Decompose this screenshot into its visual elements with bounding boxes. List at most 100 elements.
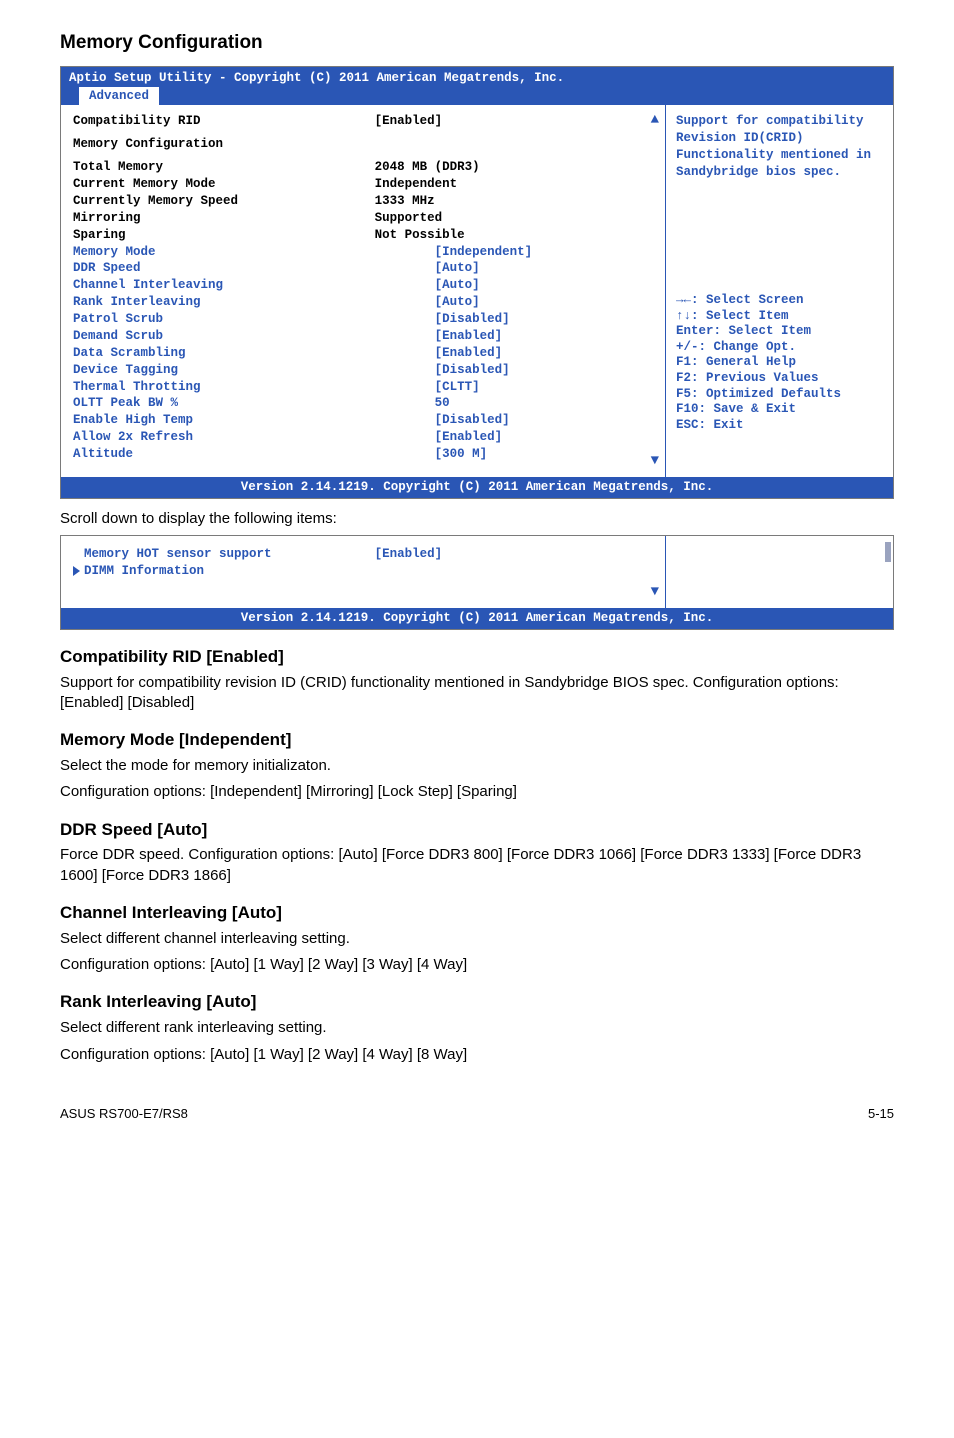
- bios-key-line: F5: Optimized Defaults: [676, 387, 885, 403]
- bios-key-line: F2: Previous Values: [676, 371, 885, 387]
- submenu-icon: [73, 566, 80, 576]
- bios-row-value: Independent: [375, 176, 653, 193]
- bios-row-value: [Disabled]: [375, 362, 653, 379]
- bios-row-label: DDR Speed: [73, 260, 375, 277]
- bios-row-label: Channel Interleaving: [73, 277, 375, 294]
- bios-row-value: 1333 MHz: [375, 193, 653, 210]
- bios-row-label: Mirroring: [73, 210, 375, 227]
- bios-row: Patrol Scrub[Disabled]: [73, 311, 653, 328]
- bios-row-value: [Auto]: [375, 277, 653, 294]
- bios-row-label: Sparing: [73, 227, 375, 244]
- bios-left-panel: ▲ Compatibility RID[Enabled]Memory Confi…: [61, 105, 665, 477]
- bios-key-line: F10: Save & Exit: [676, 402, 885, 418]
- bios-row-label: Thermal Throtting: [73, 379, 375, 396]
- bios-help-line: Functionality mentioned in: [676, 147, 885, 164]
- bios-row-label: Altitude: [73, 446, 375, 463]
- bios-row-value: [Independent]: [375, 244, 653, 261]
- para-rank-2: Configuration options: [Auto] [1 Way] [2…: [60, 1045, 894, 1065]
- bios-help-line: Revision ID(CRID): [676, 130, 885, 147]
- bios-row: Rank Interleaving[Auto]: [73, 294, 653, 311]
- bios-row: OLTT Peak BW %50: [73, 395, 653, 412]
- bios-row: Currently Memory Speed1333 MHz: [73, 193, 653, 210]
- bios-body: ▲ Compatibility RID[Enabled]Memory Confi…: [61, 105, 893, 477]
- bios-row-value: 2048 MB (DDR3): [375, 159, 653, 176]
- scrollbar-indicator: [885, 542, 891, 562]
- heading-channel-interleaving: Channel Interleaving [Auto]: [60, 902, 894, 925]
- bios-row-value: [Auto]: [375, 260, 653, 277]
- bios-row-label: Device Tagging: [73, 362, 375, 379]
- bios-row-label: Data Scrambling: [73, 345, 375, 362]
- heading-compat-rid: Compatibility RID [Enabled]: [60, 646, 894, 669]
- bios-row-value: [300 M]: [375, 446, 653, 463]
- bios-row-value: Not Possible: [375, 227, 653, 244]
- bios-help-line: Sandybridge bios spec.: [676, 164, 885, 181]
- bios-row-label: Enable High Temp: [73, 412, 375, 429]
- bios-row-value: [Enabled]: [375, 113, 653, 130]
- scroll-up-icon: ▲: [651, 111, 659, 130]
- heading-memory-configuration: Memory Configuration: [60, 30, 894, 56]
- bios-row-label: Memory Configuration: [73, 136, 375, 153]
- bios-row-label: Currently Memory Speed: [73, 193, 375, 210]
- footer-right: 5-15: [868, 1105, 894, 1123]
- bios-row-label: DIMM Information: [73, 563, 375, 580]
- bios-key-line: +/-: Change Opt.: [676, 340, 885, 356]
- bios-row: Enable High Temp[Disabled]: [73, 412, 653, 429]
- bios-row: Allow 2x Refresh[Enabled]: [73, 429, 653, 446]
- bios-key-line: ESC: Exit: [676, 418, 885, 434]
- bios-row-label: Compatibility RID: [73, 113, 375, 130]
- bios-help-text: Support for compatibilityRevision ID(CRI…: [676, 113, 885, 181]
- bios-row-value: 50: [375, 395, 653, 412]
- para-rank-1: Select different rank interleaving setti…: [60, 1018, 894, 1038]
- bios-row-value: [Disabled]: [375, 412, 653, 429]
- bios-row: Thermal Throtting[CLTT]: [73, 379, 653, 396]
- scroll-down-icon-2: ▼: [651, 583, 659, 602]
- bios-right-panel-2: [665, 536, 893, 608]
- bios-row-label: OLTT Peak BW %: [73, 395, 375, 412]
- scroll-down-note: Scroll down to display the following ite…: [60, 509, 894, 529]
- para-memory-mode-2: Configuration options: [Independent] [Mi…: [60, 782, 894, 802]
- bios-row: Memory Configuration: [73, 136, 653, 153]
- bios-key-line: F1: General Help: [676, 355, 885, 371]
- bios-row: Memory HOT sensor support[Enabled]: [73, 546, 653, 563]
- bios-row-label: Rank Interleaving: [73, 294, 375, 311]
- bios-tab-advanced: Advanced: [79, 87, 159, 106]
- bios-row-value: [375, 563, 653, 580]
- bios-key-line: Enter: Select Item: [676, 324, 885, 340]
- bios-key-legend: →←: Select Screen↑↓: Select ItemEnter: S…: [676, 293, 885, 434]
- bios-row-value: [Enabled]: [375, 328, 653, 345]
- scroll-down-icon: ▼: [651, 452, 659, 471]
- bios-row-label: Demand Scrub: [73, 328, 375, 345]
- para-ddr-speed: Force DDR speed. Configuration options: …: [60, 845, 894, 886]
- bios-title-text: Aptio Setup Utility - Copyright (C) 2011…: [69, 71, 564, 85]
- bios-row-label: Memory HOT sensor support: [73, 546, 375, 563]
- heading-memory-mode: Memory Mode [Independent]: [60, 729, 894, 752]
- bios-row: Data Scrambling[Enabled]: [73, 345, 653, 362]
- bios-left-panel-2: Memory HOT sensor support[Enabled]DIMM I…: [61, 536, 665, 608]
- bios-row-value: [Enabled]: [375, 345, 653, 362]
- bios-row-value: [Enabled]: [375, 546, 653, 563]
- bios-row-label: Current Memory Mode: [73, 176, 375, 193]
- bios-footer-2: Version 2.14.1219. Copyright (C) 2011 Am…: [61, 608, 893, 629]
- para-channel-2: Configuration options: [Auto] [1 Way] [2…: [60, 955, 894, 975]
- bios-help-line: Support for compatibility: [676, 113, 885, 130]
- bios-body-2: Memory HOT sensor support[Enabled]DIMM I…: [61, 536, 893, 608]
- bios-key-line: →←: Select Screen: [676, 293, 885, 309]
- bios-row-label: Memory Mode: [73, 244, 375, 261]
- bios-row-value: [CLTT]: [375, 379, 653, 396]
- bios-key-line: ↑↓: Select Item: [676, 309, 885, 325]
- bios-row-value: [375, 136, 653, 153]
- bios-row: Compatibility RID[Enabled]: [73, 113, 653, 130]
- para-channel-1: Select different channel interleaving se…: [60, 929, 894, 949]
- heading-ddr-speed: DDR Speed [Auto]: [60, 819, 894, 842]
- para-compat-rid: Support for compatibility revision ID (C…: [60, 673, 894, 714]
- bios-row: Memory Mode[Independent]: [73, 244, 653, 261]
- bios-row-value: Supported: [375, 210, 653, 227]
- bios-row-label: Patrol Scrub: [73, 311, 375, 328]
- bios-row: Altitude[300 M]: [73, 446, 653, 463]
- bios-row: Device Tagging[Disabled]: [73, 362, 653, 379]
- bios-row-value: [Disabled]: [375, 311, 653, 328]
- bios-row-label: Total Memory: [73, 159, 375, 176]
- bios-titlebar: Aptio Setup Utility - Copyright (C) 2011…: [61, 67, 893, 106]
- bios-row-value: [Enabled]: [375, 429, 653, 446]
- bios-row: DIMM Information: [73, 563, 653, 580]
